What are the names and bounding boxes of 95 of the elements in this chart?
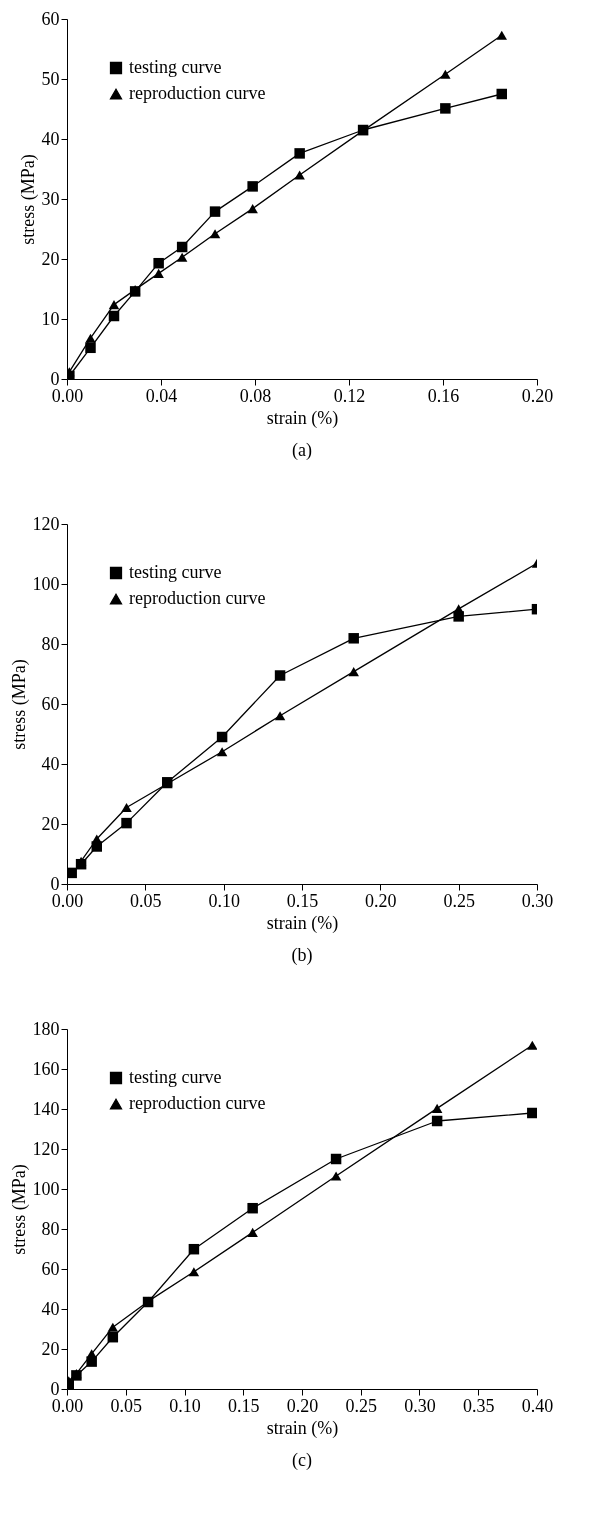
x-tick-label: 0.30: [404, 1395, 436, 1416]
x-tick-label: 0.08: [239, 385, 272, 406]
x-axis-title: strain (%): [266, 1417, 339, 1439]
point: [216, 731, 228, 743]
y-tick-label: 160: [32, 1058, 60, 1079]
y-tick-label: 40: [41, 128, 60, 149]
point: [188, 1243, 200, 1255]
point: [496, 30, 507, 40]
y-tick-label: 80: [41, 633, 60, 654]
point: [209, 229, 221, 239]
x-tick-label: 0.30: [521, 890, 554, 911]
point: [247, 181, 258, 192]
y-tick-label: 80: [41, 1218, 60, 1239]
point: [527, 1107, 537, 1119]
legend-label: testing curve: [129, 57, 222, 77]
y-tick-label: 30: [41, 188, 60, 209]
y-tick-label: 120: [32, 1138, 60, 1159]
point: [108, 310, 120, 322]
y-tick-label: 40: [41, 1298, 60, 1319]
point: [330, 1171, 342, 1181]
point: [431, 1115, 443, 1127]
point: [440, 69, 451, 79]
point: [108, 300, 120, 310]
point: [274, 711, 286, 721]
x-tick-label: 0.10: [169, 1395, 201, 1416]
x-tick-label: 0.20: [286, 1395, 319, 1416]
y-tick-label: 100: [32, 573, 60, 594]
point: [294, 170, 305, 180]
point: [440, 103, 451, 114]
x-tick-label: 0.10: [208, 890, 240, 911]
y-tick-label: 20: [41, 1338, 60, 1359]
x-tick-label: 0.05: [130, 890, 162, 911]
x-tick-label: 0.05: [110, 1395, 142, 1416]
x-tick-label: 0.35: [463, 1395, 495, 1416]
x-axis-title: strain (%): [266, 912, 339, 934]
y-tick-label: 20: [41, 813, 60, 834]
point: [348, 633, 359, 644]
y-axis-title: stress (MPa): [17, 154, 39, 245]
x-tick-label: 0.15: [228, 1395, 260, 1416]
y-tick-label: 60: [41, 8, 60, 29]
legend-label: testing curve: [129, 1067, 222, 1087]
y-tick-label: 60: [41, 693, 60, 714]
point: [121, 817, 132, 829]
point: [107, 1331, 119, 1343]
y-axis-title: stress (MPa): [8, 659, 30, 750]
point: [85, 342, 96, 354]
point: [247, 1202, 258, 1214]
point: [216, 747, 228, 757]
point: [121, 802, 132, 813]
y-tick-label: 180: [32, 1018, 60, 1039]
y-tick-label: 140: [32, 1098, 60, 1119]
point: [107, 1322, 119, 1332]
point: [431, 1103, 443, 1113]
y-tick-label: 100: [32, 1178, 60, 1199]
x-tick-label: 0.16: [427, 385, 460, 406]
text: (a): [292, 440, 312, 461]
legend-label: reproduction curve: [129, 588, 266, 608]
x-axis-title: strain (%): [266, 407, 339, 429]
point: [496, 88, 507, 100]
point: [85, 333, 96, 343]
y-tick-label: 40: [41, 753, 60, 774]
y-tick-label: 60: [41, 1258, 60, 1279]
legend-label: testing curve: [129, 562, 222, 582]
point: [67, 867, 77, 879]
y-tick-label: 20: [41, 248, 60, 269]
point: [153, 268, 164, 278]
point: [527, 1040, 537, 1050]
text: (b): [291, 945, 313, 966]
point: [247, 1227, 258, 1237]
text: (c): [292, 1450, 312, 1471]
x-tick-label: 0.40: [521, 1395, 554, 1416]
point: [330, 1153, 342, 1165]
x-tick-label: 0.12: [333, 385, 366, 406]
x-tick-label: 0.25: [345, 1395, 377, 1416]
point: [176, 241, 188, 253]
legend-label: reproduction curve: [129, 83, 266, 103]
point: [348, 667, 359, 677]
point: [247, 204, 258, 214]
y-axis-title: stress (MPa): [8, 1164, 30, 1255]
x-tick-label: 0.15: [286, 890, 319, 911]
point: [274, 670, 286, 681]
y-tick-label: 120: [32, 513, 60, 534]
x-tick-label: 0.04: [145, 385, 178, 406]
point: [153, 257, 164, 269]
y-tick-label: 10: [41, 308, 60, 329]
y-tick-label: 50: [41, 68, 60, 89]
point: [188, 1267, 200, 1277]
x-tick-label: 0.20: [521, 385, 554, 406]
point: [209, 206, 221, 217]
point: [294, 148, 305, 159]
point: [86, 1349, 97, 1359]
legend-label: reproduction curve: [129, 1093, 266, 1113]
x-tick-label: 0.25: [443, 890, 475, 911]
point: [176, 252, 188, 262]
x-tick-label: 0.20: [365, 890, 397, 911]
